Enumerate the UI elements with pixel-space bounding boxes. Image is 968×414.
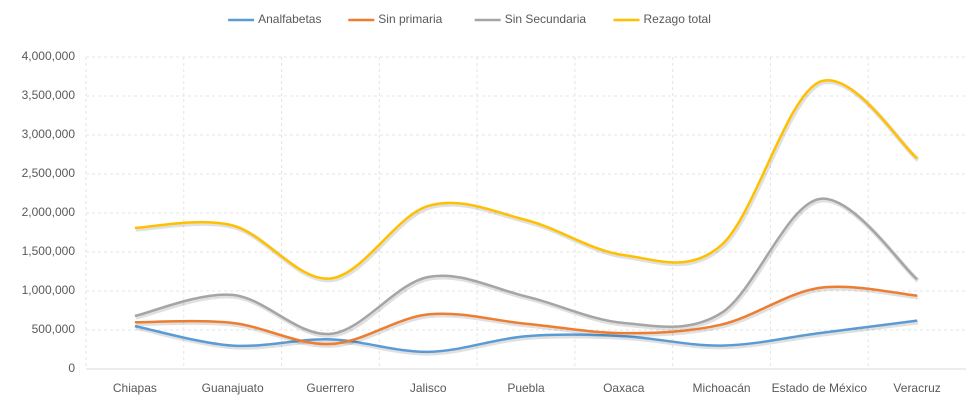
x-tick-label: Chiapas [112, 381, 157, 395]
y-tick-label: 2,500,000 [22, 166, 76, 180]
series-line [134, 285, 918, 346]
x-tick-label: Veracruz [893, 381, 941, 395]
y-tick-label: 2,000,000 [22, 205, 76, 219]
x-tick-label: Jalisco [409, 381, 447, 395]
x-tick-label: Puebla [507, 381, 545, 395]
x-tick-label: Estado de México [771, 381, 868, 395]
y-tick-label: 500,000 [32, 322, 76, 336]
series-line [134, 78, 918, 280]
y-tick-label: 1,000,000 [22, 283, 76, 297]
y-tick-label: 0 [68, 361, 75, 375]
series-line [134, 319, 918, 354]
legend-label: Rezago total [644, 12, 711, 26]
y-tick-label: 4,000,000 [22, 49, 76, 63]
series-line-shadow [135, 319, 919, 356]
x-tick-label: Guanajuato [201, 381, 264, 395]
y-tick-label: 3,000,000 [22, 127, 76, 141]
y-tick-label: 3,500,000 [22, 88, 76, 102]
y-tick-label: 1,500,000 [22, 244, 76, 258]
legend-label: Sin primaria [378, 12, 442, 26]
x-tick-label: Oaxaca [603, 381, 645, 395]
x-tick-label: Guerrero [306, 381, 355, 395]
legend-label: Analfabetas [258, 12, 321, 26]
legend-label: Sin Secundaria [505, 12, 587, 26]
x-tick-label: Michoacán [692, 381, 751, 395]
series-line [134, 197, 918, 336]
series-line-shadow [135, 79, 920, 283]
